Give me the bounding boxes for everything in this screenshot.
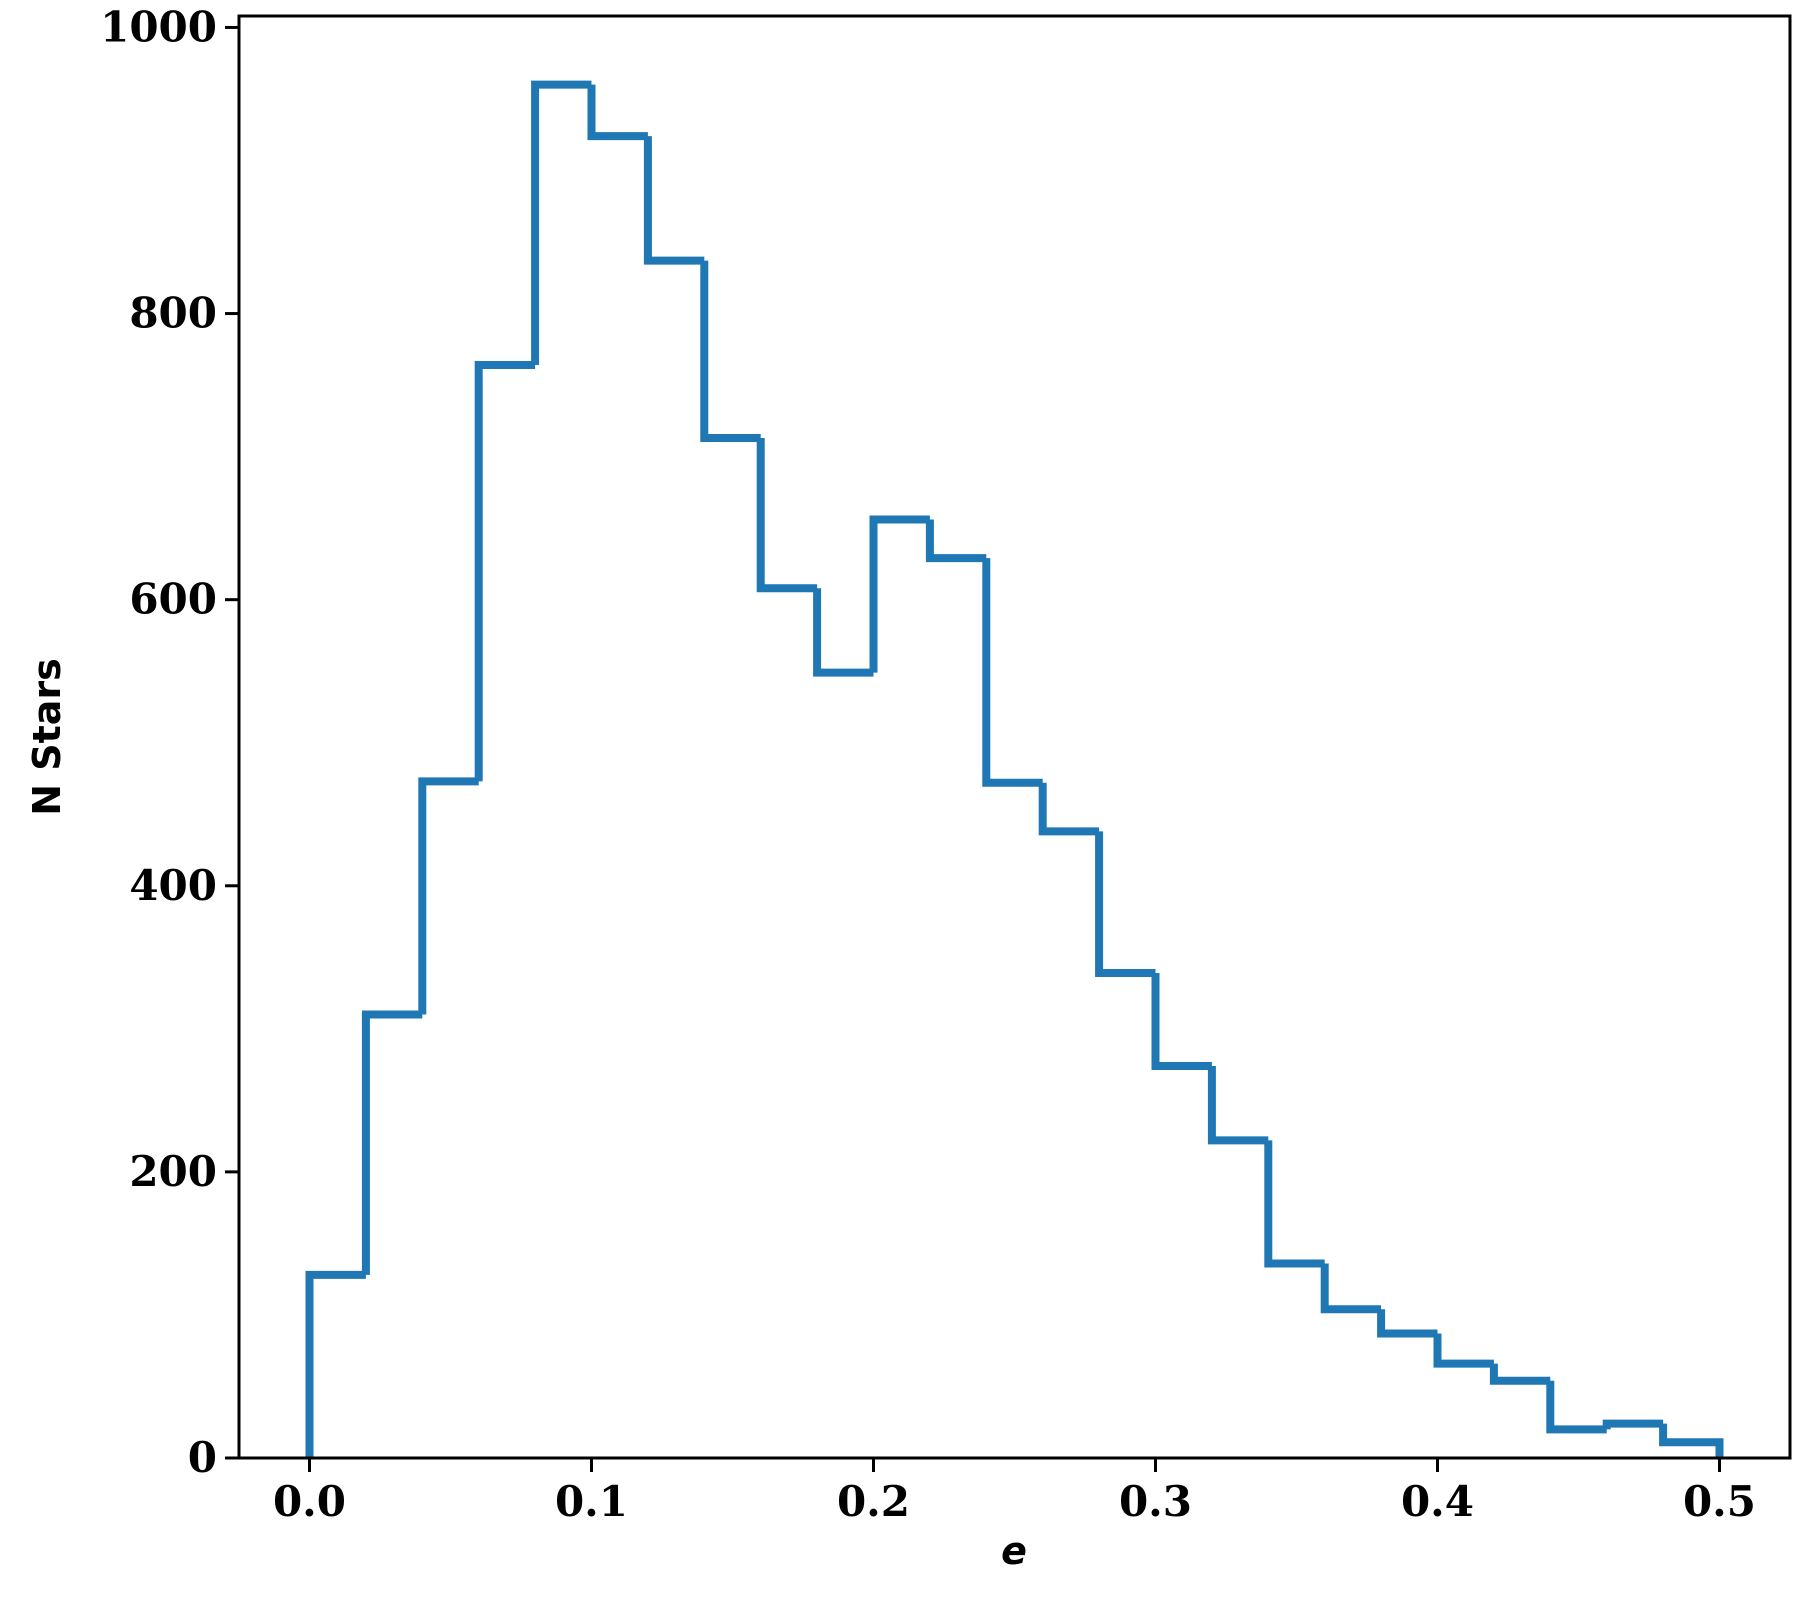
x-tick-label: 0.0 (273, 1477, 346, 1526)
y-tick-label: 0 (188, 1433, 217, 1482)
x-tick-label: 0.4 (1401, 1477, 1474, 1526)
histogram-step (869, 515, 930, 673)
histogram-step (1320, 1263, 1382, 1314)
histogram-step (1095, 831, 1156, 978)
x-tick-label: 0.2 (837, 1477, 910, 1526)
histogram-step (305, 1270, 366, 1458)
y-tick-label: 200 (129, 1147, 217, 1196)
histogram-step (418, 777, 479, 1015)
histogram-step (587, 84, 648, 141)
histogram-step (474, 361, 536, 782)
histogram-step (1151, 973, 1212, 1071)
histogram-step (1038, 782, 1100, 836)
histogram-step (531, 80, 592, 366)
histogram-step (925, 519, 987, 563)
histogram-step (1659, 1423, 1724, 1458)
histogram-step (1207, 1066, 1269, 1145)
histogram-step (1546, 1380, 1607, 1434)
x-tick-label: 0.1 (555, 1477, 628, 1526)
histogram-step (1602, 1419, 1664, 1430)
histogram-step (1433, 1333, 1494, 1368)
histogram-step (361, 1010, 423, 1275)
plot-frame (237, 14, 1792, 1460)
x-tick-label: 0.3 (1119, 1477, 1192, 1526)
x-tick-label: 0.5 (1683, 1477, 1756, 1526)
histogram-step (643, 136, 705, 265)
histogram-step (982, 558, 1043, 787)
histogram-step (813, 588, 874, 677)
histogram-step (1264, 1140, 1325, 1268)
y-tick-label: 800 (129, 289, 217, 338)
x-axis-label: e (1001, 1529, 1027, 1573)
histogram-step (1377, 1309, 1438, 1338)
y-tick-label: 600 (129, 575, 217, 624)
y-tick-label: 1000 (100, 2, 217, 51)
y-tick-label: 400 (129, 861, 217, 910)
histogram-step (700, 260, 761, 443)
y-axis-label: N Stars (25, 658, 69, 816)
histogram-step (756, 438, 818, 593)
histogram-step (1489, 1363, 1551, 1385)
